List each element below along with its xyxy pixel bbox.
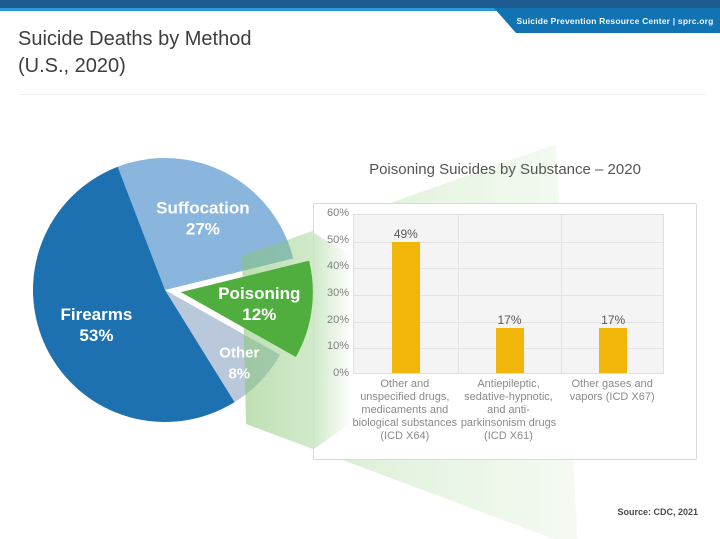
- banner-text: Suicide Prevention Resource Center | spr…: [516, 15, 714, 26]
- banner-tab: Suicide Prevention Resource Center | spr…: [494, 8, 720, 33]
- pie-label-suffocation: Suffocation 27%: [156, 198, 250, 238]
- gridline-50%: [354, 241, 663, 243]
- pie-slice-other: [165, 290, 281, 403]
- pie-slice-suffocation: [117, 157, 294, 290]
- y-tick-10%: 10%: [326, 340, 349, 353]
- bar-value-label-1: 49%: [393, 227, 418, 242]
- header-divider: [20, 94, 705, 95]
- bar-3: [599, 327, 628, 373]
- category-separator: [561, 215, 563, 373]
- gridline-40%: [354, 268, 663, 270]
- y-tick-60%: 60%: [326, 207, 349, 219]
- bar-chart-title: Poisoning Suicides by Substance – 2020: [369, 161, 641, 178]
- pie-label-other: Other 8%: [219, 344, 259, 382]
- category-label-1: Other and unspecified drugs, medicaments…: [352, 378, 458, 442]
- pie-exploded-slice: [180, 260, 313, 357]
- bar-2: [495, 327, 524, 373]
- y-tick-50%: 50%: [326, 233, 349, 246]
- header-strip: [0, 0, 720, 8]
- y-tick-20%: 20%: [326, 313, 349, 326]
- bar-value-label-3: 17%: [601, 312, 626, 327]
- category-label-2: Antiepileptic, sedative-hypnotic, and an…: [460, 378, 557, 442]
- plot-area: 49% 17% 17%: [353, 214, 664, 374]
- pie-label-poisoning: Poisoning 12%: [218, 284, 300, 324]
- page-title-line2: (U.S., 2020): [18, 55, 126, 77]
- pie-base-slices: [33, 157, 294, 422]
- gridline-30%: [354, 295, 663, 296]
- category-label-3: Other gases and vapors (ICD X67): [569, 378, 655, 403]
- page-title-line1: Suicide Deaths by Method: [18, 28, 252, 50]
- pie-slice-poisoning: [180, 260, 313, 357]
- y-tick-40%: 40%: [326, 260, 349, 273]
- category-separator: [457, 215, 459, 373]
- bar-chart-panel: 0% 10% 20% 30% 40% 50% 60% 49% 17% 17% Other and…: [313, 203, 697, 460]
- y-tick-0%: 0%: [333, 367, 349, 379]
- y-tick-30%: 30%: [326, 287, 349, 299]
- source-text: Source: CDC, 2021: [617, 507, 698, 517]
- pie-labels: Suffocation 27% Poisoning 12% Other 8% Firearm…: [61, 198, 301, 382]
- page-title: Suicide Deaths by Method (U.S., 2020): [18, 26, 251, 80]
- bar-value-label-2: 17%: [497, 312, 522, 327]
- pie-label-firearms: Firearms 53%: [61, 305, 133, 345]
- header-accent-line: [0, 8, 720, 11]
- gridline-20%: [354, 321, 663, 323]
- bar-1: [391, 242, 420, 373]
- pie-slice-firearms: [33, 166, 235, 422]
